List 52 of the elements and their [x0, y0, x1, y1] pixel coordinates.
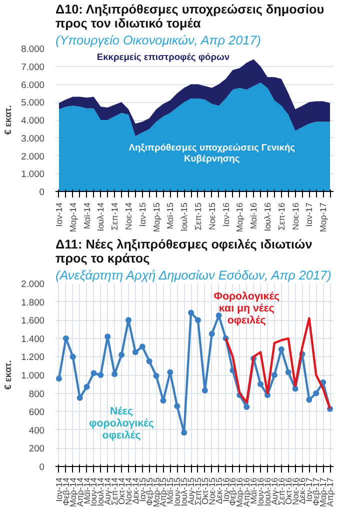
- chart-title: Δ10: Ληξιπρόθεσμες υποχρεώσεις δημοσίου προς τον ιδιωτικό τομέα: [56, 2, 324, 30]
- y-tick-label: 2.000: [21, 151, 44, 162]
- x-tick-label: Ιουλ-15: [179, 202, 190, 232]
- y-tick-label: 3.000: [21, 133, 44, 144]
- y-tick-label: 1.000: [21, 169, 44, 180]
- y-tick-label: 6.000: [21, 80, 44, 90]
- series-label: Εκκρεμείς επιστροφές φόρων: [96, 52, 230, 62]
- x-tick-label: Φεβ-17: [311, 477, 322, 506]
- x-tick-label: Μαρ-14: [68, 202, 78, 232]
- x-tick-label: Μαϊ-16: [248, 202, 259, 230]
- chart-subtitle: (Υπουργείο Οικονομικών, Απρ 2017): [56, 34, 261, 48]
- x-tick-label: Μαϊ-14: [82, 202, 92, 230]
- series-label: Ληξιπρόθεσμες υποχρεώσεις Γενικής Κυβέρνησης: [128, 142, 296, 164]
- y-tick-label: 600: [28, 407, 45, 418]
- y-tick-label: 8.000: [21, 44, 44, 54]
- y-tick-label: 1.800: [21, 297, 44, 308]
- y-tick-label: 1.600: [21, 316, 44, 326]
- y-tick-label: 1.200: [21, 352, 44, 362]
- y-tick-label: 5.000: [21, 98, 44, 108]
- x-tick-label: Ιαν-16: [220, 202, 231, 227]
- y-tick-label: 2.000: [21, 279, 44, 289]
- y-tick-label: 0: [39, 462, 45, 472]
- y-axis-title: € εκατ.: [3, 360, 14, 390]
- y-tick-label: 4.000: [21, 116, 44, 126]
- x-tick-label: Φεβ-16: [228, 477, 238, 506]
- x-tick-label: Νοε-16: [290, 202, 300, 230]
- y-tick-label: 1.400: [21, 334, 44, 344]
- y-tick-label: 7.000: [21, 62, 44, 72]
- x-tick-label: Σεπ-16: [276, 202, 286, 230]
- series-label: Φορολογικές και μη νέες οφειλές: [214, 290, 280, 326]
- y-tick-label: 800: [28, 388, 45, 399]
- y-tick-label: 400: [28, 425, 45, 436]
- chart-title: Δ11: Νέες ληξιπρόθεσμες οφειλές ιδιωτιών προς το κράτος: [56, 238, 312, 266]
- y-tick-label: 0: [39, 187, 45, 197]
- x-tick-label: Μαρ-16: [234, 202, 245, 232]
- y-tick-label: 1.000: [21, 370, 44, 380]
- series-label: Νέες φορολογικές οφειλές: [89, 406, 154, 442]
- x-tick-label: Νοε-15: [206, 202, 217, 230]
- x-tick-label: Ιουλ-16: [262, 202, 272, 232]
- x-tick-label: Ιαν-14: [54, 202, 64, 227]
- x-tick-label: Μαρ-15: [151, 202, 162, 232]
- x-tick-label: Ιαν-17: [304, 202, 314, 227]
- y-axis-title: € εκατ.: [3, 105, 14, 135]
- x-tick-label: Ιουλ-14: [96, 202, 106, 232]
- x-tick-label: Μαϊ-15: [165, 202, 176, 230]
- x-tick-label: Νοε-14: [123, 202, 134, 230]
- y-tick-label: 200: [28, 444, 45, 454]
- x-tick-label: Σεπ-14: [110, 202, 120, 230]
- x-tick-label: Ιαν-15: [137, 202, 148, 227]
- chart-subtitle: (Ανεξάρτητη Αρχή Δημοσίων Εσόδων, Απρ 2017): [56, 268, 332, 282]
- x-tick-label: Μαρ-17: [318, 202, 328, 232]
- x-tick-label: Σεπ-15: [192, 202, 203, 230]
